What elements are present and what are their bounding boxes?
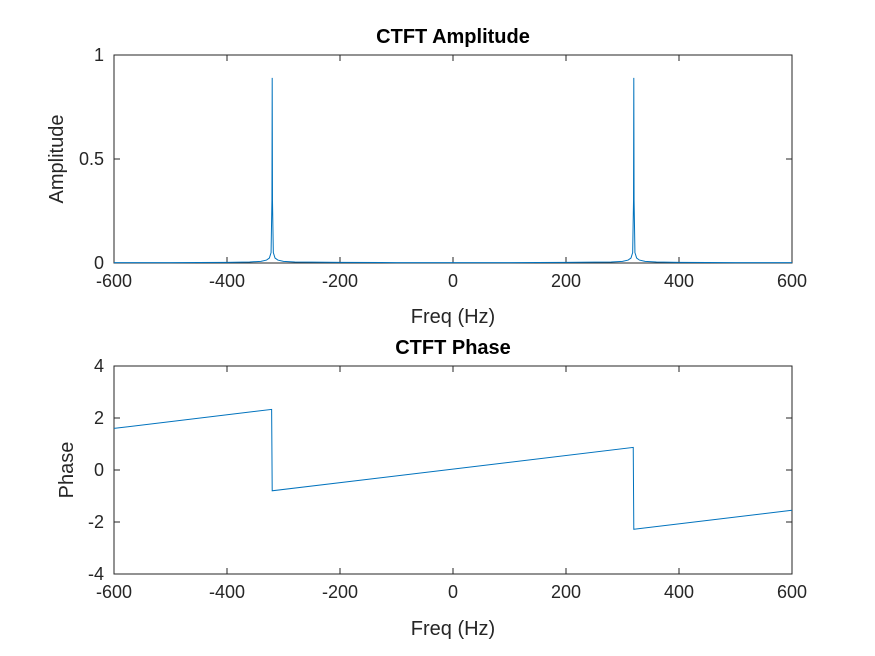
phase-title: CTFT Phase: [395, 337, 511, 359]
phase-x-tick-label: -600: [96, 582, 132, 602]
amplitude-x-tick-label: 600: [777, 271, 807, 291]
phase-x-axis-label: Freq (Hz): [411, 618, 495, 640]
phase-y-tick-label: 0: [94, 460, 104, 480]
amplitude-y-axis-label: Amplitude: [46, 115, 68, 204]
phase-x-tick-label: -200: [322, 582, 358, 602]
amplitude-x-tick-label: 200: [551, 271, 581, 291]
phase-plot-area: [113, 365, 793, 575]
amplitude-x-tick-label: 400: [664, 271, 694, 291]
phase-axes: CTFT Phase -600 -400 -200 0 200 400 600 -4 -2 0 2…: [56, 337, 807, 640]
amplitude-x-tick-label: -600: [96, 271, 132, 291]
phase-y-tick-label: -2: [88, 512, 104, 532]
amplitude-x-axis-label: Freq (Hz): [411, 306, 495, 328]
amplitude-x-ticks: -600 -400 -200 0 200 400 600: [96, 55, 807, 291]
amplitude-y-tick-label: 0.5: [79, 149, 104, 169]
phase-y-ticks: -4 -2 0 2 4: [88, 356, 792, 584]
phase-x-tick-label: 600: [777, 582, 807, 602]
phase-x-tick-label: 400: [664, 582, 694, 602]
amplitude-y-tick-label: 1: [94, 45, 104, 65]
amplitude-x-tick-label: -200: [322, 271, 358, 291]
phase-y-axis-label: Phase: [56, 442, 78, 499]
amplitude-series-line: [114, 77, 792, 264]
amplitude-plot-area: [113, 54, 793, 264]
amplitude-y-tick-label: 0: [94, 253, 104, 273]
phase-x-tick-label: 0: [448, 582, 458, 602]
phase-x-ticks: -600 -400 -200 0 200 400 600: [96, 366, 807, 602]
phase-x-tick-label: 200: [551, 582, 581, 602]
amplitude-x-tick-label: 0: [448, 271, 458, 291]
amplitude-x-tick-label: -400: [209, 271, 245, 291]
phase-y-tick-label: 2: [94, 408, 104, 428]
amplitude-title: CTFT Amplitude: [376, 26, 530, 48]
amplitude-axes: CTFT Amplitude -600 -400 -200 0 200 400 600 0 0…: [46, 26, 807, 328]
phase-series-line: [113, 408, 793, 530]
phase-y-tick-label: -4: [88, 564, 104, 584]
phase-x-tick-label: -400: [209, 582, 245, 602]
phase-y-tick-label: 4: [94, 356, 104, 376]
